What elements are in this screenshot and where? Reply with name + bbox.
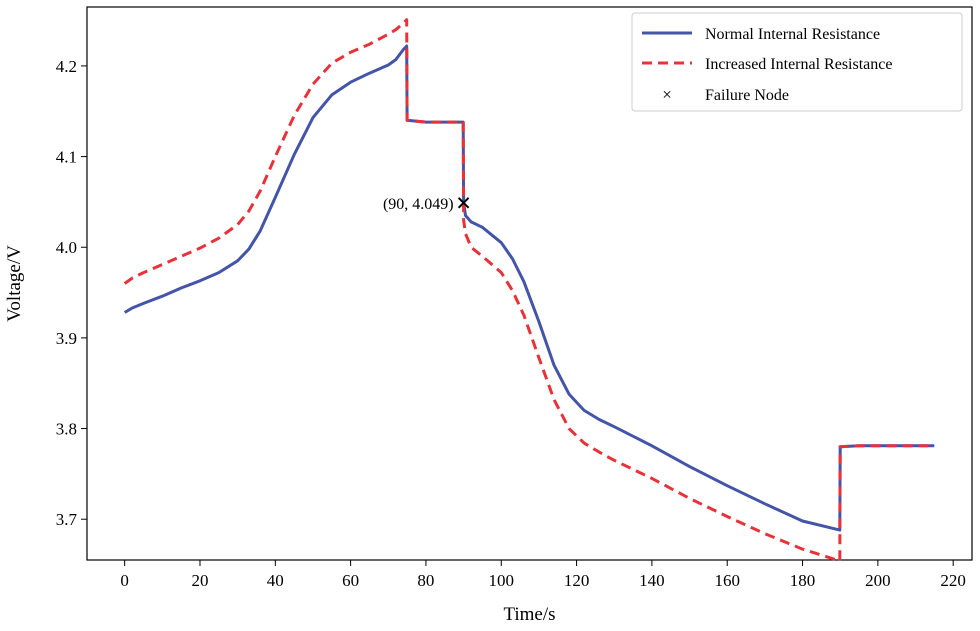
- x-tick-label: 20: [191, 571, 208, 590]
- x-tick-label: 140: [639, 571, 665, 590]
- y-tick-label: 3.9: [56, 329, 77, 348]
- x-tick-label: 60: [342, 571, 359, 590]
- y-tick-label: 3.7: [56, 510, 78, 529]
- legend-x-marker-icon: ×: [662, 85, 672, 104]
- legend-box: [631, 12, 963, 112]
- y-tick-label: 4.1: [56, 148, 77, 167]
- x-tick-label: 160: [714, 571, 740, 590]
- x-tick-label: 100: [489, 571, 515, 590]
- y-axis-label: Voltage/V: [4, 245, 25, 322]
- x-tick-label: 200: [865, 571, 891, 590]
- x-axis-label: Time/s: [503, 604, 555, 625]
- failure-node-annotation: (90, 4.049): [383, 196, 454, 213]
- x-tick-label: 0: [120, 571, 129, 590]
- marker-stroke: [457, 197, 470, 209]
- series-line-increased: [123, 18, 935, 563]
- x-tick-label: 80: [417, 571, 434, 590]
- x-tick-label: 180: [790, 571, 816, 590]
- legend: Normal Internal Resistance Increased Int…: [631, 12, 963, 112]
- x-tick-label: 120: [564, 571, 590, 590]
- legend-label-increased: Increased Internal Resistance: [705, 56, 892, 73]
- x-tick-label: 40: [267, 571, 284, 590]
- legend-label-failure: Failure Node: [705, 87, 789, 104]
- y-tick-label: 4.0: [56, 238, 77, 257]
- axis-ticks: 0 20 40 60 80 100 120 140 160 180 200 220 3.7 3.8 3.9 4…: [56, 57, 966, 590]
- series-line-normal: [123, 44, 935, 532]
- x-tick-label: 220: [940, 571, 966, 590]
- failure-node-marker: [457, 197, 470, 209]
- plot-area: [86, 6, 973, 561]
- legend-label-normal: Normal Internal Resistance: [705, 26, 880, 43]
- y-tick-label: 4.2: [56, 57, 77, 76]
- failure-markers: (90, 4.049): [383, 196, 470, 213]
- y-tick-label: 3.8: [56, 420, 77, 439]
